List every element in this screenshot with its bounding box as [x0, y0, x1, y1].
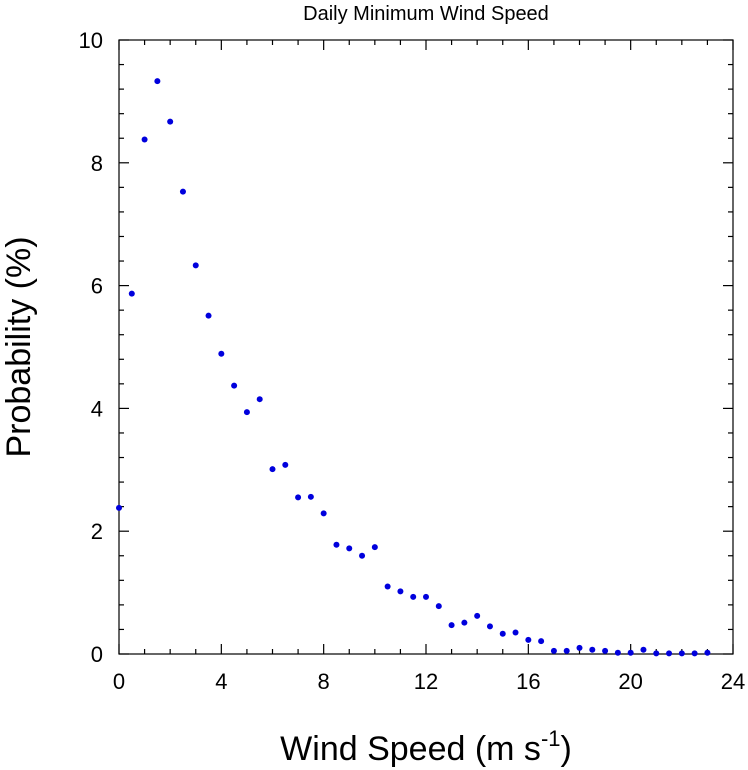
data-point — [282, 461, 289, 468]
data-point — [499, 630, 506, 637]
data-point — [461, 619, 468, 626]
data-point — [678, 650, 685, 657]
x-tick-label: 0 — [113, 669, 125, 694]
data-point — [423, 593, 429, 600]
data-points — [116, 78, 711, 657]
y-tick-label: 4 — [91, 396, 103, 421]
data-point — [397, 588, 404, 595]
data-point — [320, 510, 327, 517]
x-tick-label: 16 — [516, 669, 540, 694]
y-tick-label: 2 — [91, 519, 103, 544]
x-tick-label: 12 — [414, 669, 438, 694]
data-point — [602, 647, 609, 654]
data-point — [192, 262, 199, 269]
data-point — [243, 409, 250, 416]
data-point — [538, 638, 545, 645]
data-point — [346, 545, 353, 552]
data-point — [307, 493, 314, 500]
x-tick-label: 20 — [618, 669, 642, 694]
y-tick-label: 0 — [91, 642, 103, 667]
data-point — [128, 290, 135, 297]
x-axis-title-main: Wind Speed (m s — [280, 730, 541, 768]
data-point — [691, 650, 698, 657]
data-point — [589, 646, 596, 653]
y-axis-title: Probability (%) — [0, 236, 38, 457]
data-point — [154, 78, 161, 85]
data-point — [205, 312, 212, 319]
chart-title: Daily Minimum Wind Speed — [303, 3, 549, 25]
data-point — [371, 544, 378, 551]
data-point — [614, 649, 621, 656]
data-point — [269, 466, 276, 473]
data-point — [640, 646, 647, 653]
y-tick-label: 8 — [91, 151, 103, 176]
data-point — [384, 583, 391, 590]
data-point — [627, 649, 634, 656]
data-point — [525, 636, 532, 643]
data-point — [653, 650, 660, 657]
data-point — [218, 350, 225, 357]
data-point — [435, 603, 442, 610]
data-point — [231, 382, 238, 389]
data-point — [563, 647, 570, 654]
y-tick-label: 10 — [79, 28, 103, 53]
plot-frame — [118, 39, 734, 655]
data-point — [448, 622, 455, 629]
data-point — [410, 593, 417, 600]
x-tick-label: 8 — [318, 669, 330, 694]
data-point — [474, 612, 481, 619]
x-axis-title: Wind Speed (m s-1) — [280, 726, 572, 768]
y-tick-label: 6 — [91, 274, 103, 299]
data-point — [576, 644, 583, 651]
data-point — [666, 650, 673, 657]
x-tick-label: 24 — [721, 669, 745, 694]
data-point — [550, 647, 557, 654]
data-point — [179, 188, 186, 195]
data-point — [512, 629, 519, 636]
data-point — [295, 494, 302, 501]
data-point — [256, 396, 263, 403]
data-point — [167, 118, 174, 125]
x-tick-label: 4 — [215, 669, 227, 694]
data-point — [359, 552, 366, 559]
x-axis-title-superscript: -1 — [541, 726, 561, 751]
axis-ticks — [118, 39, 734, 655]
data-point — [141, 136, 148, 143]
data-point — [116, 504, 122, 511]
data-point — [704, 649, 711, 656]
data-point — [333, 541, 340, 548]
data-point — [486, 623, 493, 630]
x-axis-title-close: ) — [561, 730, 572, 768]
